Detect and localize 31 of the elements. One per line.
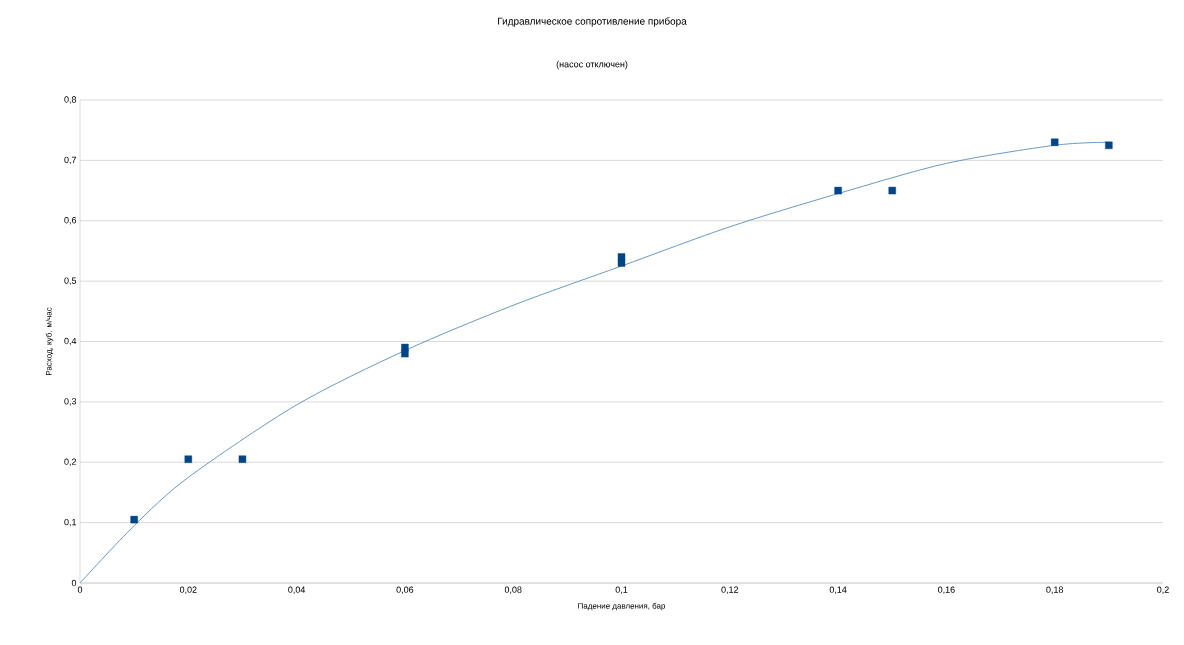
point xyxy=(617,259,626,267)
chart-subtitle: (насос отключен) xyxy=(556,60,628,70)
point xyxy=(130,515,138,524)
y-tick-label: 0,5 xyxy=(64,277,77,285)
y-tick-label: 0,6 xyxy=(64,217,77,225)
x-tick-label: 0,12 xyxy=(721,586,739,594)
y-tick-label: 0,2 xyxy=(64,458,77,466)
point xyxy=(834,186,842,195)
point xyxy=(238,455,247,463)
x-tick-label: 0,1 xyxy=(615,586,628,594)
point xyxy=(184,455,192,463)
x-tick-label: 0,2 xyxy=(1157,586,1169,594)
x-tick-label: 0,18 xyxy=(1046,586,1064,594)
y-tick-label: 0,7 xyxy=(64,156,77,165)
x-tick-label: 0,08 xyxy=(504,586,522,594)
point xyxy=(888,186,896,195)
point xyxy=(1050,138,1059,146)
point xyxy=(1105,141,1113,149)
y-tick-label: 0,8 xyxy=(64,96,77,104)
chart-title: Гидравлическое сопротивление прибора xyxy=(498,17,687,27)
x-tick-label: 0 xyxy=(77,586,83,593)
point xyxy=(401,349,409,358)
y-tick-label: 0,3 xyxy=(64,398,77,406)
x-tick-label: 0,02 xyxy=(179,586,197,594)
x-tick-label: 0,14 xyxy=(829,586,847,594)
x-tick-label: 0,04 xyxy=(288,586,306,594)
y-tick-label: 0,1 xyxy=(64,518,77,527)
y-tick-label: 0 xyxy=(71,579,77,587)
x-tick-label: 0,16 xyxy=(938,586,955,594)
y-tick-label: 0,4 xyxy=(64,337,77,346)
x-tick-label: 0,06 xyxy=(396,586,414,594)
